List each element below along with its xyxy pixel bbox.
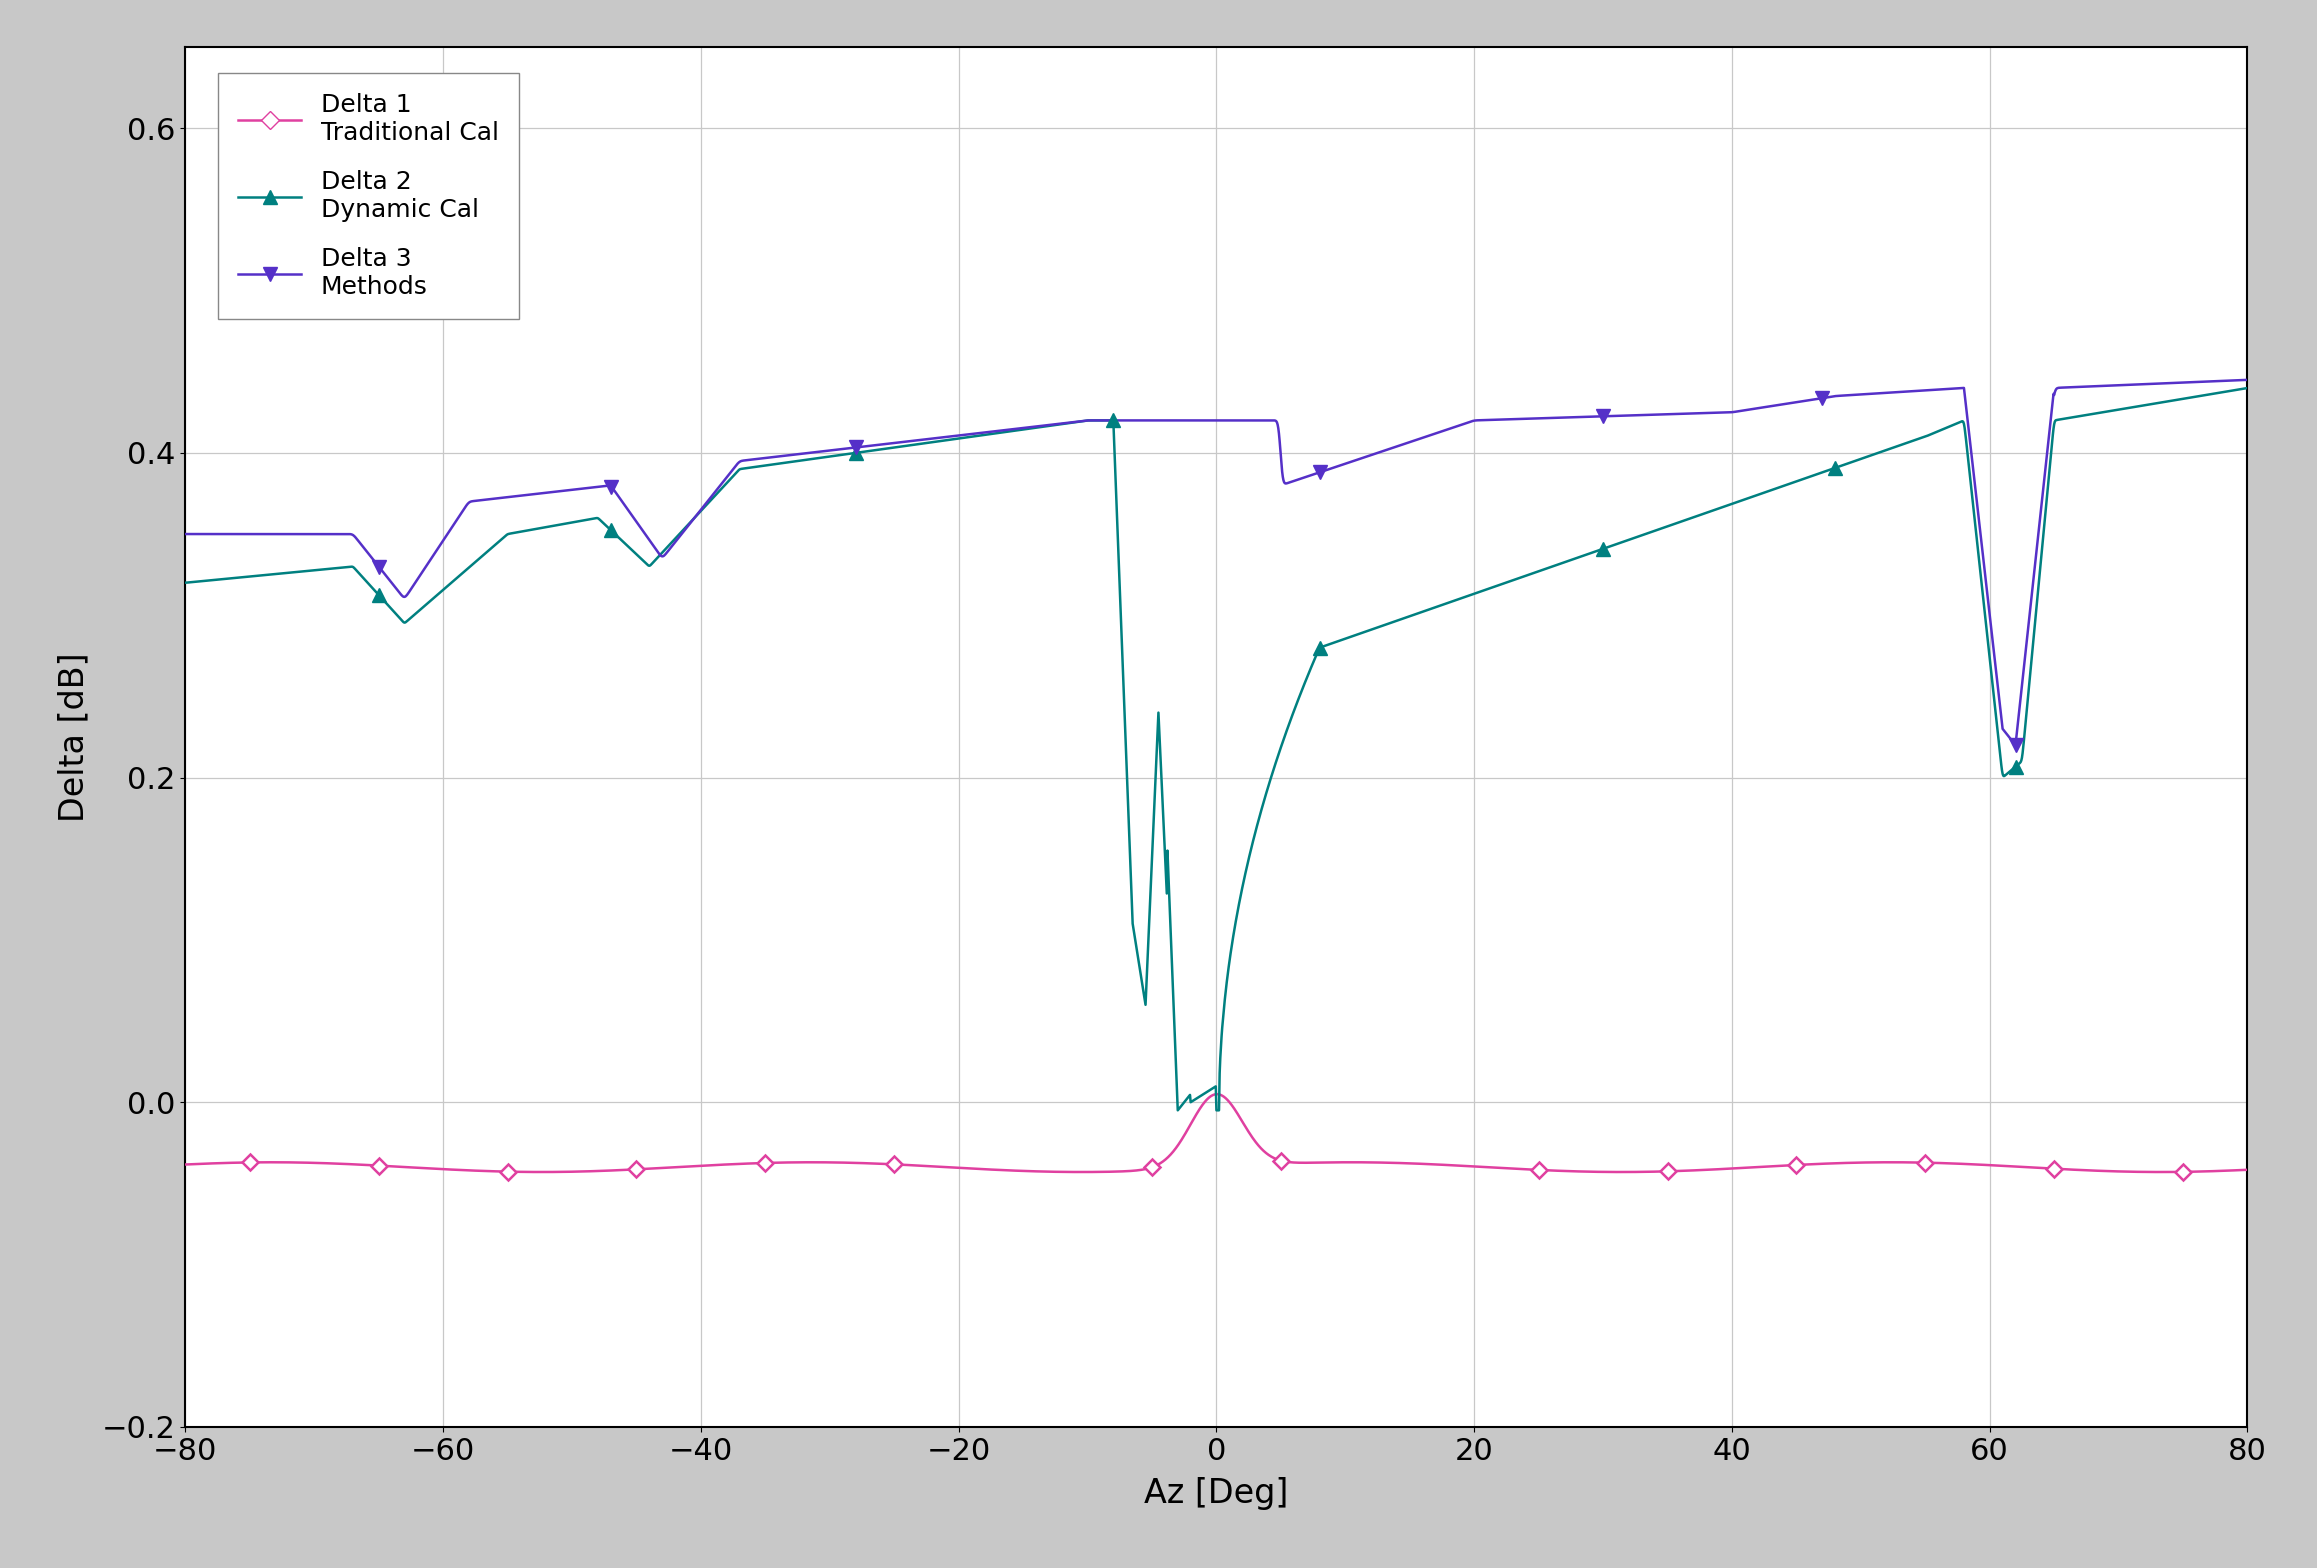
X-axis label: Az [Deg]: Az [Deg] [1145,1477,1288,1510]
Y-axis label: Delta [dB]: Delta [dB] [58,652,90,822]
Legend: Delta 1
Traditional Cal, Delta 2
Dynamic Cal, Delta 3
Methods: Delta 1 Traditional Cal, Delta 2 Dynamic… [218,74,519,318]
